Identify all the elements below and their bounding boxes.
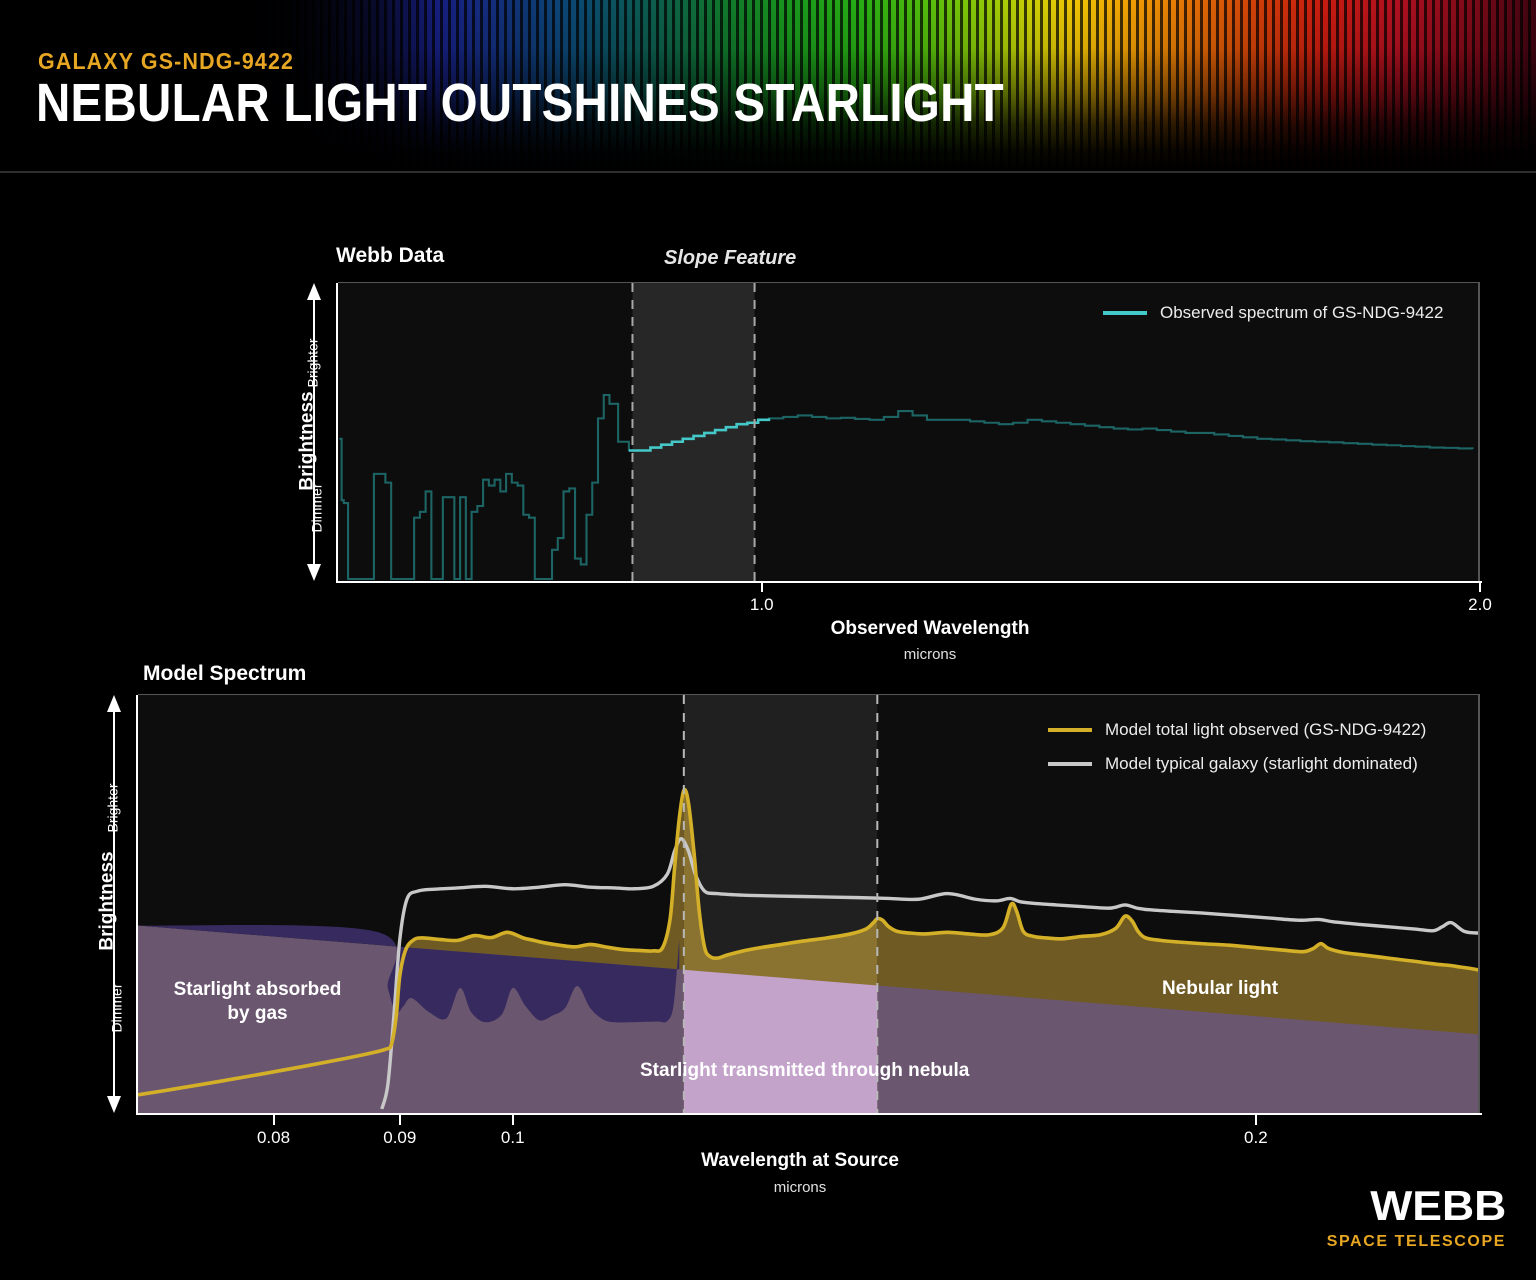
page-header: GALAXY GS-NDG-9422 NEBULAR LIGHT OUTSHIN…: [0, 0, 1536, 172]
plot-top-border-upper: [338, 282, 1480, 283]
legend-item-model-total-light: Model total light observed (GS-NDG-9422): [1048, 720, 1426, 740]
header-divider: [0, 171, 1536, 173]
plot-left-axis-lower: [136, 695, 138, 1113]
x-tick-mark: [1254, 1115, 1257, 1125]
spectrum-banner-graphic: [0, 0, 1536, 172]
x-tick-mark: [272, 1115, 275, 1125]
observed-spectrum-noisy-path: [339, 393, 1474, 581]
plot-top-border-lower: [138, 694, 1480, 695]
x-tick-mark: [1479, 583, 1481, 592]
x-tick-mark: [511, 1115, 514, 1125]
region-label-starlight-transmitted: Starlight transmitted through nebula: [640, 1060, 970, 1081]
y-axis-brighter-label-upper: Brighter: [304, 338, 321, 388]
webb-logo-wordmark: WEBB: [1369, 1182, 1506, 1229]
webb-data-plot-area: [338, 283, 1480, 581]
webb-logo-subtitle: SPACE TELESCOPE: [1326, 1233, 1506, 1250]
brightness-axis-arrow-lower: [107, 695, 121, 1113]
x-axis-title-upper: Observed Wavelength: [830, 618, 1030, 639]
x-axis-unit-lower: microns: [773, 1179, 827, 1196]
x-axis-unit-upper: microns: [903, 646, 957, 663]
x-tick-mark: [398, 1115, 401, 1125]
legend-label-observed-spectrum: Observed spectrum of GS-NDG-9422: [1160, 303, 1444, 322]
legend-swatch-model-total-light: [1048, 728, 1092, 732]
x-tick-mark: [760, 583, 763, 592]
plot-right-border-lower: [1478, 695, 1480, 1113]
x-tick-label: 1.0: [749, 595, 774, 614]
legend-swatch-observed-spectrum: [1103, 311, 1147, 315]
brightness-axis-arrow-upper: [307, 283, 321, 581]
legend-item-observed-spectrum: Observed spectrum of GS-NDG-9422: [1103, 303, 1443, 323]
page-title: NEBULAR LIGHT OUTSHINES STARLIGHT: [36, 73, 1004, 133]
legend-label-model-total-light: Model total light observed (GS-NDG-9422): [1105, 720, 1427, 739]
legend-swatch-model-typical-galaxy: [1048, 762, 1092, 766]
webb-logo: WEBB SPACE TELESCOPE: [1327, 1185, 1506, 1250]
x-tick-label: 2.0: [1468, 595, 1492, 614]
slope-feature-band-lower: [683, 695, 878, 1113]
y-axis-title-upper: Brightness: [296, 391, 318, 491]
model-spectrum-plot-svg: [138, 695, 1480, 1113]
region-label-nebular-light: Nebular light: [1161, 978, 1279, 999]
y-axis-title-lower: Brightness: [96, 851, 118, 951]
legend-label-model-typical-galaxy: Model typical galaxy (starlight dominate…: [1105, 754, 1418, 773]
plot-bottom-axis-lower: [136, 1113, 1482, 1115]
x-tick-label: 0.2: [1244, 1128, 1268, 1147]
legend-item-model-typical-galaxy: Model typical galaxy (starlight dominate…: [1048, 754, 1418, 774]
model-typical-galaxy-path: [380, 837, 1480, 1110]
y-axis-dimmer-label-lower: Dimmer: [108, 983, 125, 1033]
region-label-starlight-absorbed: Starlight absorbed by gas: [173, 979, 342, 1024]
webb-data-chart-title: Webb Data: [336, 244, 445, 267]
plot-right-border-upper: [1478, 283, 1480, 581]
model-spectrum-plot-area: [138, 695, 1480, 1113]
observed-spectrum-path: [628, 418, 771, 452]
plot-bottom-axis-upper: [336, 581, 1482, 583]
galaxy-eyebrow-label: GALAXY GS-NDG-9422: [38, 48, 295, 74]
x-tick-label: 0.09: [383, 1128, 417, 1147]
slope-feature-label-upper: Slope Feature: [664, 247, 797, 269]
x-tick-label: 0.1: [500, 1128, 525, 1147]
plot-left-axis-upper: [336, 283, 338, 581]
slope-feature-band-upper: [632, 283, 755, 581]
y-axis-dimmer-label-upper: Dimmer: [308, 483, 325, 533]
model-total-light-path: [138, 787, 1480, 1097]
x-tick-label: 0.08: [256, 1128, 291, 1147]
model-spectrum-chart-title: Model Spectrum: [143, 662, 307, 685]
webb-data-plot-svg: [338, 283, 1480, 581]
starlight-absorbed-region: [138, 924, 680, 1023]
x-axis-title-lower: Wavelength at Source: [701, 1150, 899, 1171]
y-axis-brighter-label-lower: Brighter: [104, 783, 121, 833]
